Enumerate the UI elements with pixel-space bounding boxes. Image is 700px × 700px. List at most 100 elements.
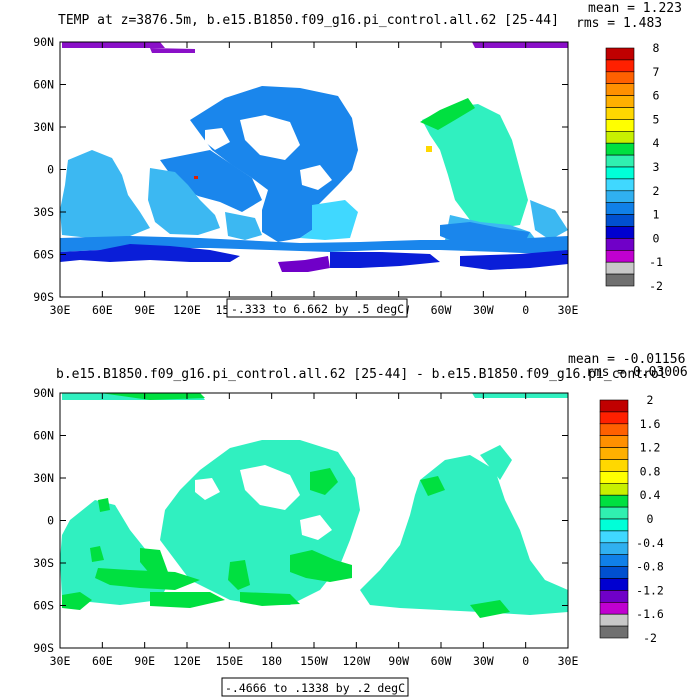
lat-label: 60N xyxy=(33,78,54,92)
lat-label: 90N xyxy=(33,386,54,400)
colorbar-swatch xyxy=(599,566,629,579)
lon-label: 150E xyxy=(215,654,243,668)
range-label-box xyxy=(221,677,409,697)
colorbar-swatch xyxy=(599,447,629,460)
lon-label: 30E xyxy=(50,303,71,317)
colorbar-swatch xyxy=(605,226,635,239)
colorbar-label: 1.6 xyxy=(640,417,661,431)
colorbar-swatch xyxy=(605,154,635,168)
lon-label: 120E xyxy=(173,303,201,317)
colorbar-label: -2 xyxy=(643,631,657,645)
lon-label: 30W xyxy=(473,303,494,317)
lon-label: 60W xyxy=(431,303,452,317)
lat-label: 30N xyxy=(33,471,54,485)
lat-label: 90N xyxy=(33,35,54,49)
lat-label: 0 xyxy=(47,514,54,528)
colorbar-swatch xyxy=(605,142,635,156)
axis-ticks xyxy=(59,392,569,649)
colorbar-swatch xyxy=(605,214,635,227)
colorbar-swatch xyxy=(605,107,635,120)
colorbar-swatch xyxy=(599,459,629,472)
colorbar-label: 6 xyxy=(653,89,660,103)
colorbar-swatch xyxy=(605,202,635,215)
colorbar-swatch xyxy=(605,166,635,180)
colorbar-swatch xyxy=(599,435,629,448)
colorbar-swatch xyxy=(605,59,635,73)
colorbar-swatch xyxy=(599,482,629,496)
colorbar-swatch xyxy=(599,494,629,508)
lon-label: 60W xyxy=(431,654,452,668)
lon-label: 30E xyxy=(558,303,579,317)
colorbar-label: 0 xyxy=(647,512,654,526)
lon-label: 180 xyxy=(261,654,282,668)
colorbar-label: 1 xyxy=(653,208,660,222)
rms-value: rms = 0.03006 xyxy=(586,365,688,380)
colorbar-swatch xyxy=(599,590,629,603)
colorbar-swatch xyxy=(599,542,629,555)
lat-label: 60S xyxy=(33,599,54,613)
axis-ticks xyxy=(59,41,569,298)
colorbar-label: 5 xyxy=(653,112,660,126)
colorbar-swatch xyxy=(599,530,629,544)
colorbar-swatch xyxy=(599,399,629,413)
colorbar-swatch xyxy=(599,518,629,532)
lon-label: 60E xyxy=(92,303,113,317)
colorbar-swatch xyxy=(599,601,629,615)
colorbar-label: -1 xyxy=(649,255,663,269)
colorbar-swatch xyxy=(605,119,635,132)
colorbar-label: -0.8 xyxy=(636,560,664,574)
colorbar-swatch xyxy=(605,71,635,85)
colorbar-swatch xyxy=(599,506,629,520)
colorbar-swatch xyxy=(599,625,629,639)
lat-label: 90S xyxy=(33,641,54,655)
colorbar-swatch xyxy=(605,83,635,96)
colorbar-label: 8 xyxy=(653,41,660,55)
colorbar-label: 0 xyxy=(653,231,660,245)
colorbar: 2 1.6 1.2 0.8 0.4 0 -0.4 -0.8 -1.2 -1.6 -2 xyxy=(599,393,664,645)
colorbar-swatch xyxy=(599,554,629,567)
mean-value: mean = -0.01156 xyxy=(568,352,685,367)
colorbar-label: 4 xyxy=(653,136,660,150)
colorbar-swatch xyxy=(599,578,629,591)
temperature-field xyxy=(60,42,568,272)
lat-label: 90S xyxy=(33,290,54,304)
colorbar-label: 1.2 xyxy=(640,441,661,455)
range-label: -.4666 to .1338 by .2 degC xyxy=(225,681,405,695)
colorbar-label: 0.4 xyxy=(640,488,661,502)
temperature-difference-field xyxy=(60,393,568,618)
map-title: TEMP at z=3876.5m, b.e15.B1850.f09_g16.p… xyxy=(58,13,559,28)
colorbar-label: 2 xyxy=(653,184,660,198)
colorbar-swatch xyxy=(599,423,629,436)
colorbar-label: 7 xyxy=(653,65,660,79)
lon-label: 0 xyxy=(522,303,529,317)
range-label: -.333 to 6.662 by .5 degC xyxy=(231,302,404,316)
colorbar-swatch xyxy=(605,190,635,204)
colorbar-swatch xyxy=(605,238,635,251)
mean-value: mean = 1.223 xyxy=(588,1,682,16)
lon-label: 30E xyxy=(558,654,579,668)
lat-label: 60N xyxy=(33,429,54,443)
colorbar-swatch xyxy=(605,47,635,61)
lat-label: 30S xyxy=(33,205,54,219)
colorbar-label: -0.4 xyxy=(636,536,664,550)
map-panel-bottom: mean = -0.01156 rms = 0.03006 b.e15.B185… xyxy=(33,352,688,697)
map-panel-top: TEMP at z=3876.5m, b.e15.B1850.f09_g16.p… xyxy=(33,1,682,318)
lon-label: 90W xyxy=(388,654,409,668)
colorbar-label: -2 xyxy=(649,279,663,293)
lon-label: 120E xyxy=(173,654,201,668)
colorbar-swatch xyxy=(605,95,635,108)
colorbar-swatch xyxy=(599,411,629,425)
lon-label: 30E xyxy=(50,654,71,668)
colorbar-label: 2 xyxy=(647,393,654,407)
lat-label: 30N xyxy=(33,120,54,134)
colorbar-swatch xyxy=(605,178,635,192)
colorbar-swatch xyxy=(605,250,635,263)
lat-label: 30S xyxy=(33,556,54,570)
colorbar-swatch xyxy=(599,471,629,484)
colorbar: 8 7 6 5 4 3 2 1 0 -1 -2 xyxy=(605,41,663,293)
colorbar-swatch xyxy=(605,261,635,275)
lat-label: 0 xyxy=(47,163,54,177)
lon-label: 30W xyxy=(473,654,494,668)
